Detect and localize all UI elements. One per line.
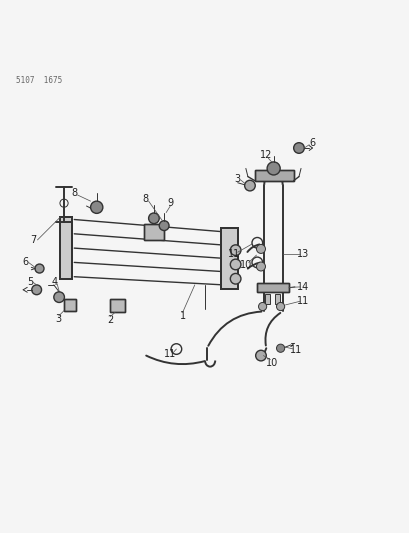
- Bar: [274, 294, 279, 304]
- Circle shape: [159, 221, 169, 231]
- Text: 1: 1: [179, 311, 185, 320]
- Bar: [110, 299, 124, 312]
- Text: 10: 10: [239, 260, 252, 270]
- Text: 11: 11: [227, 249, 239, 259]
- Text: 8: 8: [71, 188, 77, 198]
- Text: 6: 6: [308, 138, 315, 148]
- Circle shape: [293, 143, 303, 154]
- Text: 4: 4: [52, 277, 58, 287]
- Text: 14: 14: [296, 282, 308, 292]
- Circle shape: [255, 350, 265, 361]
- Bar: [60, 217, 72, 279]
- Text: 11: 11: [164, 349, 176, 359]
- Circle shape: [31, 285, 41, 295]
- Bar: [221, 228, 237, 289]
- Bar: [221, 228, 237, 289]
- Circle shape: [230, 259, 240, 270]
- Text: 3: 3: [234, 174, 240, 184]
- Text: 11: 11: [296, 296, 308, 306]
- Bar: [257, 283, 288, 292]
- Circle shape: [256, 245, 265, 253]
- Text: 9: 9: [167, 198, 173, 208]
- Bar: [60, 217, 72, 279]
- Bar: [254, 171, 293, 181]
- Circle shape: [276, 302, 284, 311]
- Bar: [110, 299, 124, 312]
- Circle shape: [258, 302, 266, 311]
- Text: 2: 2: [107, 314, 113, 325]
- Text: 13: 13: [296, 249, 308, 259]
- Bar: [254, 171, 293, 181]
- Bar: [64, 299, 76, 311]
- Text: 5107  1675: 5107 1675: [16, 77, 62, 85]
- Text: 8: 8: [142, 194, 148, 204]
- Text: 7: 7: [30, 235, 36, 245]
- Circle shape: [54, 292, 64, 302]
- Bar: [257, 283, 288, 292]
- Circle shape: [230, 245, 240, 255]
- Circle shape: [256, 262, 265, 271]
- Bar: [265, 294, 269, 304]
- Circle shape: [276, 344, 284, 352]
- Bar: [144, 224, 164, 240]
- Circle shape: [35, 264, 44, 273]
- Bar: [144, 224, 164, 240]
- Circle shape: [266, 162, 279, 175]
- Text: 10: 10: [266, 358, 278, 368]
- Text: 12: 12: [259, 150, 272, 160]
- Text: 6: 6: [22, 257, 28, 268]
- Circle shape: [230, 273, 240, 284]
- Text: 11: 11: [290, 345, 302, 356]
- Bar: [64, 299, 76, 311]
- Text: 3: 3: [56, 314, 62, 324]
- Circle shape: [90, 201, 103, 213]
- Text: 5: 5: [27, 277, 33, 287]
- Circle shape: [244, 180, 255, 191]
- Circle shape: [148, 213, 159, 224]
